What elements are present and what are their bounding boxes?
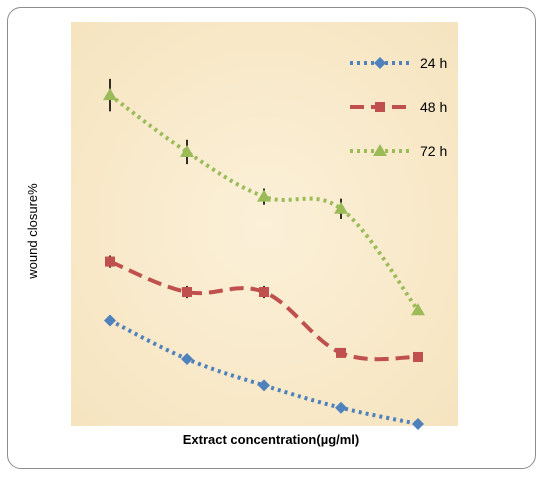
legend-marker-48h [375, 102, 385, 112]
data-point-72h-4 [334, 201, 348, 214]
data-point-48h-1 [105, 256, 115, 267]
data-point-72h-5 [411, 303, 425, 316]
plot-area [71, 22, 458, 426]
series-markers [103, 88, 425, 430]
series-line-72h [108, 93, 420, 312]
data-point-72h-2 [180, 144, 194, 157]
data-point-72h-3 [257, 189, 271, 202]
data-point-24h-2 [181, 353, 193, 366]
legend-label-48h: 48 h [420, 99, 447, 115]
legend: 24 h 48 h 72 h [350, 55, 447, 159]
y-axis-label: wound closure% [25, 183, 40, 280]
data-point-72h-1 [103, 88, 117, 101]
x-axis-label: Extract concentration(µg/ml) [183, 432, 360, 447]
legend-marker-24h [374, 57, 386, 69]
data-point-48h-4 [336, 347, 346, 358]
data-point-24h-3 [258, 379, 270, 392]
chart-frame: 24 h 48 h 72 h wound closure% Extract conc… [7, 7, 536, 469]
data-point-48h-3 [259, 287, 269, 298]
data-point-24h-5 [412, 417, 424, 430]
data-point-24h-4 [335, 401, 347, 414]
data-point-48h-2 [182, 287, 192, 298]
legend-label-24h: 24 h [420, 55, 447, 71]
data-point-48h-5 [413, 351, 423, 362]
data-point-24h-1 [104, 314, 116, 327]
legend-label-72h: 72 h [420, 143, 447, 159]
line-chart: 24 h 48 h 72 h wound closure% Extract conc… [25, 22, 458, 447]
legend-marker-72h [373, 144, 387, 156]
